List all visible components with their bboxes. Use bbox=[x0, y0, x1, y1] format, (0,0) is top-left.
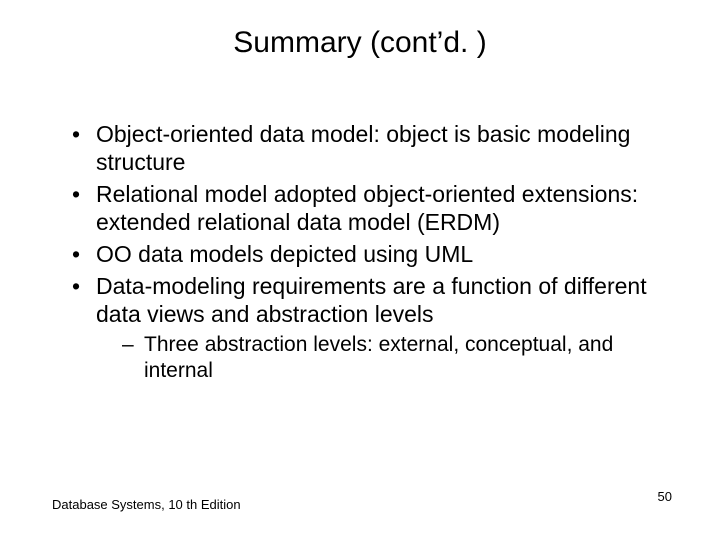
sub-bullet-item: Three abstraction levels: external, conc… bbox=[122, 332, 668, 383]
slide: Summary (cont’d. ) Object-oriented data … bbox=[0, 0, 720, 540]
page-number: 50 bbox=[658, 489, 672, 504]
bullet-item: OO data models depicted using UML bbox=[68, 240, 668, 268]
slide-body: Object-oriented data model: object is ba… bbox=[68, 120, 668, 388]
bullet-item: Data-modeling requirements are a functio… bbox=[68, 272, 668, 383]
footer-text: Database Systems, 10 th Edition bbox=[52, 497, 241, 512]
bullet-item: Object-oriented data model: object is ba… bbox=[68, 120, 668, 176]
bullet-item: Relational model adopted object-oriented… bbox=[68, 180, 668, 236]
bullet-list: Object-oriented data model: object is ba… bbox=[68, 120, 668, 384]
bullet-text: Data-modeling requirements are a functio… bbox=[96, 273, 647, 327]
sub-bullet-list: Three abstraction levels: external, conc… bbox=[96, 332, 668, 383]
slide-title: Summary (cont’d. ) bbox=[0, 26, 720, 60]
